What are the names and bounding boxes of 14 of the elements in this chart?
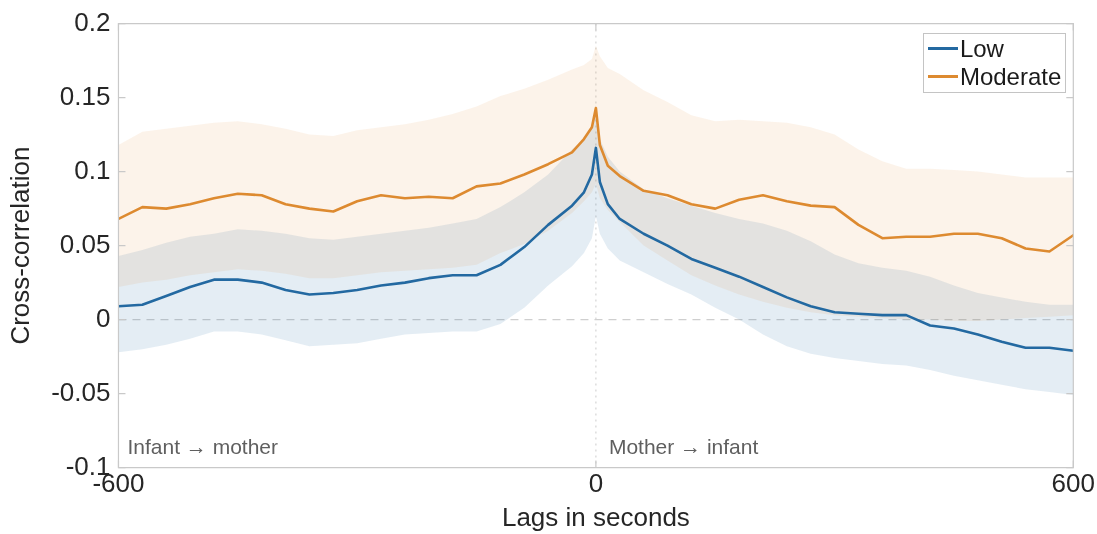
legend-label: Moderate [959, 62, 1062, 91]
x-tick-label: 0 [588, 468, 604, 499]
annotation: Infant → mother [127, 435, 279, 459]
y-tick-label: -0.05 [51, 376, 111, 407]
y-tick-label: 0.1 [74, 154, 111, 185]
y-tick-label: 0.05 [59, 228, 111, 259]
x-axis-title: Lags in seconds [501, 501, 690, 532]
x-tick-label: 600 [1051, 468, 1096, 499]
annotation: Mother → infant [608, 435, 759, 459]
y-axis-title: Cross-correlation [4, 146, 35, 345]
y-tick-label: 0.15 [59, 80, 111, 111]
legend-label: Low [959, 34, 1004, 63]
y-tick-label: 0.2 [74, 6, 111, 37]
y-tick-label: 0 [95, 302, 111, 333]
